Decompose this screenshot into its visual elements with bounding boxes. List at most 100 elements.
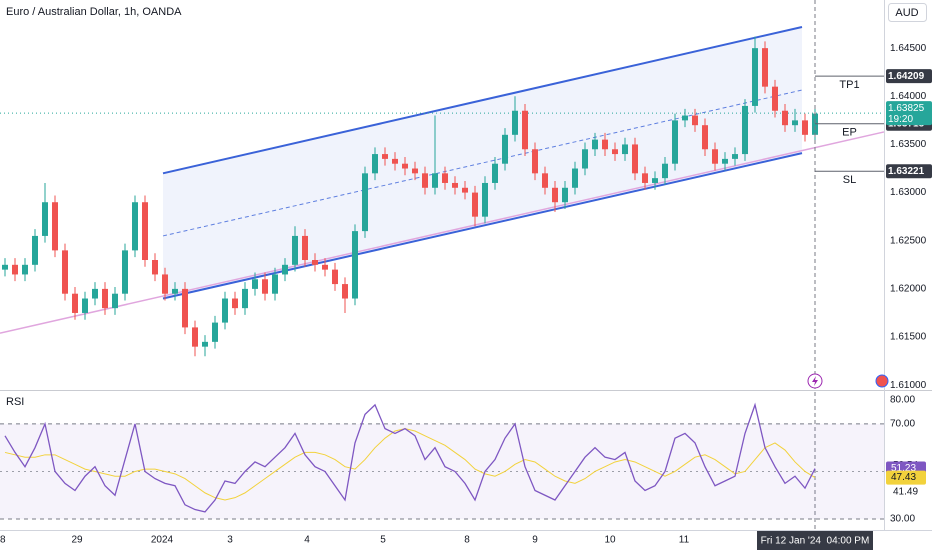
candle-body xyxy=(452,182,458,188)
candle-body xyxy=(162,274,168,294)
rsi-value-box xyxy=(886,470,926,485)
candle-body xyxy=(652,178,658,183)
candle-body xyxy=(362,173,368,232)
candle-body xyxy=(732,154,738,159)
candle-body xyxy=(72,293,78,313)
candle-body xyxy=(272,274,278,294)
rsi-tick-label: 30.00 xyxy=(890,514,915,525)
candle-body xyxy=(612,149,618,155)
y-tick-label: 1.64500 xyxy=(890,43,927,54)
candle-body xyxy=(522,110,528,150)
candle-body xyxy=(302,235,308,260)
candle-body xyxy=(282,264,288,275)
candle-body xyxy=(112,293,118,309)
candle-body xyxy=(602,139,608,150)
candle-body xyxy=(342,284,348,299)
candle-body xyxy=(682,115,688,121)
x-tick-label: 18 xyxy=(0,535,6,546)
candle-body xyxy=(632,144,638,174)
candle-body xyxy=(742,105,748,155)
x-tick-label: 8 xyxy=(464,535,470,546)
candle-body xyxy=(702,125,708,150)
candle-body xyxy=(382,154,388,159)
rsi-title: RSI xyxy=(6,396,24,408)
level-box xyxy=(886,69,932,84)
x-tick-label: 5 xyxy=(380,535,386,546)
candle-body xyxy=(482,182,488,217)
y-tick-label: 1.62500 xyxy=(890,235,927,246)
chart-title: Euro / Australian Dollar, 1h, OANDA xyxy=(6,6,182,18)
rsi-value-label: 47.43 xyxy=(891,472,916,483)
candle-body xyxy=(532,149,538,174)
candle-body xyxy=(762,48,768,87)
candle-body xyxy=(52,202,58,251)
candle-body xyxy=(212,322,218,342)
candle-body xyxy=(402,163,408,169)
y-tick-label: 1.62000 xyxy=(890,284,927,295)
candle-body xyxy=(722,158,728,164)
last-price-box xyxy=(886,101,932,126)
candle-body xyxy=(552,187,558,203)
candle-body xyxy=(142,202,148,260)
candle-body xyxy=(472,192,478,217)
x-tick-label: 4 xyxy=(304,535,310,546)
candle-body xyxy=(92,288,98,299)
candle-body xyxy=(292,235,298,265)
candle-body xyxy=(412,168,418,174)
level-value: 1.63221 xyxy=(888,166,925,177)
rsi-band-label: 41.49 xyxy=(893,486,918,497)
y-tick-label: 1.64000 xyxy=(890,91,927,102)
y-tick-label: 1.61000 xyxy=(890,380,927,391)
candle-body xyxy=(542,173,548,188)
y-tick-label: 1.61500 xyxy=(890,332,927,343)
candle-body xyxy=(22,264,28,275)
crosshair-time-label: Fri 12 Jan '24 04:00 PM xyxy=(761,536,870,547)
level-name: SL xyxy=(843,174,856,186)
candle-body xyxy=(772,86,778,111)
candle-body xyxy=(332,269,338,285)
candle-body xyxy=(102,288,108,309)
level-name: TP1 xyxy=(839,79,859,91)
candle-body xyxy=(242,288,248,309)
candle-body xyxy=(502,134,508,164)
level-value: 1.64209 xyxy=(888,71,925,82)
candle-body xyxy=(692,115,698,126)
candle-body xyxy=(172,288,178,294)
channel-lower xyxy=(162,152,803,300)
candle-body xyxy=(492,163,498,183)
candle-body xyxy=(422,173,428,188)
x-tick-label: 3 xyxy=(227,535,233,546)
candle-body xyxy=(622,144,628,155)
rsi-line xyxy=(4,402,816,513)
candle-body xyxy=(62,250,68,294)
candle-body xyxy=(322,264,328,270)
candle-body xyxy=(432,173,438,188)
level-name: EP xyxy=(842,127,857,139)
rsi-tick-label: 80.00 xyxy=(890,395,915,406)
level-box xyxy=(886,164,932,179)
candle-body xyxy=(442,173,448,183)
candle-body xyxy=(662,163,668,179)
rsi-value-label: 51.23 xyxy=(891,463,916,474)
y-tick-label: 1.63000 xyxy=(890,187,927,198)
candle-body xyxy=(782,110,788,126)
countdown: 19:20 xyxy=(888,114,913,125)
x-tick-label: 2024 xyxy=(151,535,174,546)
x-tick-label: 10 xyxy=(604,535,616,546)
flag-icon[interactable] xyxy=(875,374,889,388)
candle-body xyxy=(712,149,718,164)
currency-label[interactable]: AUD xyxy=(895,7,918,19)
candle-body xyxy=(312,260,318,265)
candle-body xyxy=(232,298,238,309)
candle-body xyxy=(592,139,598,150)
candle-body xyxy=(152,260,158,275)
x-tick-label: 9 xyxy=(532,535,538,546)
x-tick-label: 11 xyxy=(679,535,690,546)
candle-body xyxy=(352,231,358,299)
channel-fill xyxy=(163,26,802,299)
candle-body xyxy=(222,298,228,323)
candle-body xyxy=(32,235,38,265)
candle-body xyxy=(192,327,198,347)
candle-body xyxy=(582,149,588,169)
currency-button[interactable] xyxy=(888,3,927,22)
